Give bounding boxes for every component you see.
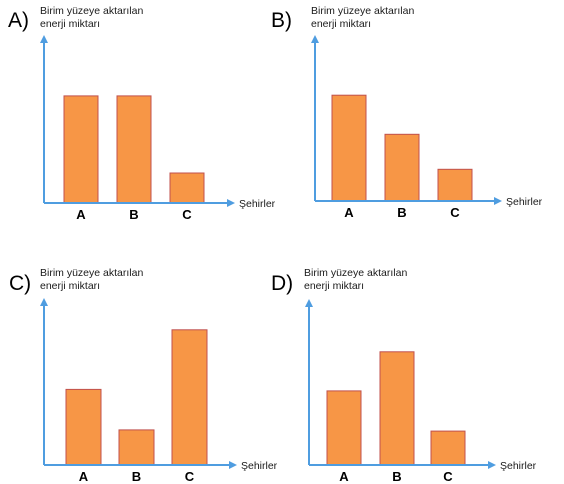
category-label: B — [132, 469, 141, 484]
option-panel-d: D) Birim yüzeye aktarılan enerji miktarı A B… — [271, 267, 537, 484]
category-label: A — [79, 469, 89, 484]
bar-c — [171, 329, 208, 466]
x-axis-title: Şehirler — [241, 460, 278, 472]
bar-b — [118, 429, 155, 466]
y-axis-title-line: Birim yüzeye aktarılan — [40, 5, 143, 17]
category-label: C — [443, 469, 453, 484]
y-axis-title-line: Birim yüzeye aktarılan — [304, 267, 407, 279]
bar-c — [430, 430, 466, 466]
x-axis-title: Şehirler — [506, 196, 543, 208]
option-letter: C) — [9, 272, 31, 295]
bar-a — [331, 94, 367, 202]
option-panel-a: A) Birim yüzeye aktarılan enerji miktarı A B… — [8, 5, 276, 222]
bar-b — [379, 351, 415, 466]
option-letter: A) — [8, 9, 29, 32]
y-axis-title-line: enerji miktarı — [40, 280, 100, 292]
y-axis-title-line: enerji miktarı — [311, 18, 371, 30]
category-label: B — [397, 205, 406, 220]
y-axis-title-line: Birim yüzeye aktarılan — [40, 267, 143, 279]
y-axis-title: Birim yüzeye aktarılan enerji miktarı — [311, 5, 414, 30]
bar-c — [169, 172, 205, 204]
category-label: C — [450, 205, 460, 220]
x-axis-title: Şehirler — [500, 460, 537, 472]
option-letter: B) — [271, 9, 292, 32]
y-axis-title: Birim yüzeye aktarılan enerji miktarı — [304, 267, 407, 292]
bar-b — [384, 133, 420, 202]
bar-c — [437, 168, 473, 202]
category-label: A — [76, 207, 86, 222]
y-axis-title-line: Birim yüzeye aktarılan — [311, 5, 414, 17]
y-axis-title-line: enerji miktarı — [40, 18, 100, 30]
bar-a — [63, 95, 99, 204]
option-panel-c: C) Birim yüzeye aktarılan enerji miktarı A B… — [9, 267, 278, 484]
option-letter: D) — [271, 272, 293, 295]
category-label: B — [392, 469, 401, 484]
category-label: C — [182, 207, 192, 222]
bar-b — [116, 95, 152, 204]
y-axis-title: Birim yüzeye aktarılan enerji miktarı — [40, 5, 143, 30]
bar-a — [65, 388, 102, 466]
category-label: C — [185, 469, 195, 484]
category-label: B — [129, 207, 138, 222]
x-axis-title: Şehirler — [239, 198, 276, 210]
option-panel-b: B) Birim yüzeye aktarılan enerji miktarı A B… — [271, 5, 543, 220]
category-label: A — [339, 469, 349, 484]
y-axis-title-line: enerji miktarı — [304, 280, 364, 292]
bar-a — [326, 390, 362, 466]
category-label: A — [344, 205, 354, 220]
y-axis-title: Birim yüzeye aktarılan enerji miktarı — [40, 267, 143, 292]
